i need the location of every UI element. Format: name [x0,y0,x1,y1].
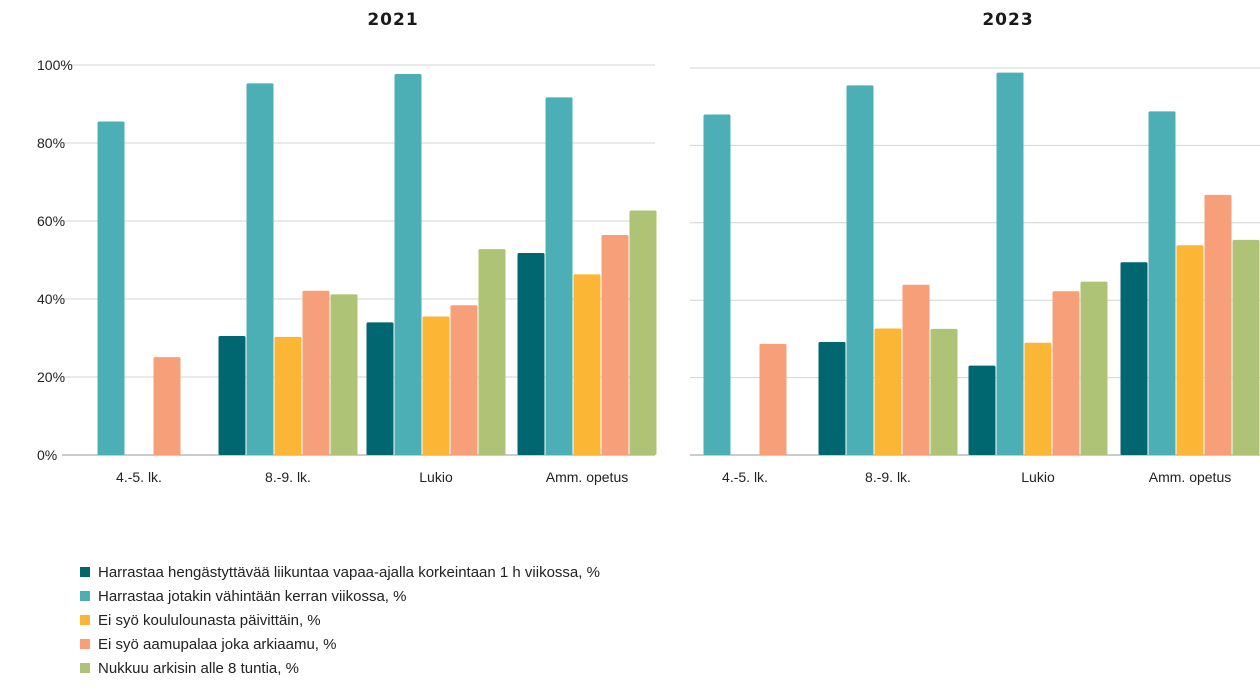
legend-swatch-4 [80,639,90,649]
bar [478,249,506,455]
x-category-label: 4.-5. lk. [116,469,162,485]
bar [1204,194,1232,455]
y-tick-label: 80% [37,135,65,151]
legend-swatch-1 [80,567,90,577]
bar [302,290,330,455]
bar [394,73,422,455]
x-category-label: Amm. opetus [546,469,628,485]
legend: Harrastaa hengästyttävää liikuntaa vapaa… [80,560,600,680]
bar [846,85,874,455]
legend-swatch-5 [80,663,90,673]
legend-item: Nukkuu arkisin alle 8 tuntia, % [80,656,600,680]
bar [1120,262,1148,455]
bar [1052,291,1080,455]
bar [545,97,573,456]
x-category-label: 8.-9. lk. [865,469,911,485]
bar [274,336,302,455]
chart-title-2023: 2023 [982,10,1033,30]
x-category-label: 4.-5. lk. [722,469,768,485]
x-category-label: Lukio [419,469,453,485]
bar [573,274,601,455]
legend-item: Ei syö aamupalaa joka arkiaamu, % [80,632,600,656]
y-tick-label: 0% [37,447,57,463]
bar [330,294,358,455]
y-tick-label: 20% [37,369,65,385]
bar [629,210,657,455]
legend-item: Ei syö koululounasta päivittäin, % [80,608,600,632]
x-category-label: 8.-9. lk. [265,469,311,485]
bar [97,121,125,456]
legend-swatch-3 [80,615,90,625]
chart-title-2021: 2021 [367,10,418,30]
bar [874,328,902,455]
bar [1080,281,1108,455]
bar [703,114,731,455]
bar [366,322,394,455]
legend-swatch-2 [80,591,90,601]
legend-label-5: Nukkuu arkisin alle 8 tuntia, % [98,659,299,677]
bar [1148,111,1176,456]
y-tick-label: 60% [37,213,65,229]
bar [902,284,930,455]
bar [218,336,246,455]
x-category-label: Lukio [1021,469,1055,485]
legend-label-3: Ei syö koululounasta päivittäin, % [98,611,321,629]
legend-label-2: Harrastaa jotakin vähintään kerran viiko… [98,587,407,605]
bar [153,357,181,455]
y-tick-label: 40% [37,291,65,307]
bar [422,316,450,455]
charts-canvas: 2021 0% 20% 40% 60% 80% 100% 4.-5. lk. 8.-9. lk.… [37,10,1260,485]
bar [759,343,787,455]
bar [246,83,274,455]
bar [601,235,629,455]
bar [1232,239,1260,455]
x-category-label: Amm. opetus [1149,469,1231,485]
bar [517,252,545,455]
y-tick-label: 100% [37,57,73,73]
bar [1024,342,1052,455]
bar [968,365,996,455]
legend-item: Harrastaa jotakin vähintään kerran viiko… [80,584,600,608]
legend-label-1: Harrastaa hengästyttävää liikuntaa vapaa… [98,563,600,581]
bar [450,305,478,455]
bar [818,341,846,455]
bar [996,72,1024,456]
legend-label-4: Ei syö aamupalaa joka arkiaamu, % [98,635,337,653]
legend-item: Harrastaa hengästyttävää liikuntaa vapaa… [80,560,600,584]
bar [1176,245,1204,455]
bar [930,328,958,455]
